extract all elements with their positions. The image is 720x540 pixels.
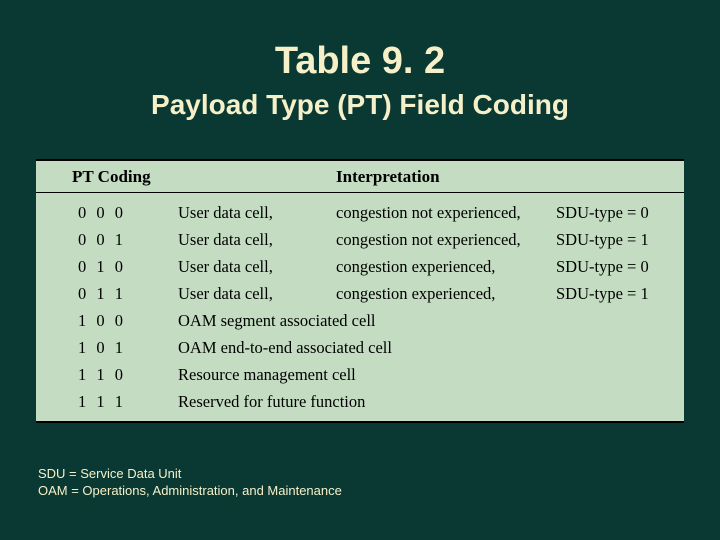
pt-coding-table: PT Coding Interpretation 0 0 0User data … <box>36 159 684 423</box>
cell-code: 1 0 0 <box>36 311 166 331</box>
footnote-sdu: SDU = Service Data Unit <box>38 465 342 483</box>
table-row: 1 1 1Reserved for future function <box>36 388 684 415</box>
cell-type: User data cell, <box>166 230 336 250</box>
cell-type: User data cell, <box>166 257 336 277</box>
footnote-oam: OAM = Operations, Administration, and Ma… <box>38 482 342 500</box>
cell-code: 1 1 1 <box>36 392 166 412</box>
table-header-row: PT Coding Interpretation <box>36 161 684 193</box>
cell-code: 0 0 1 <box>36 230 166 250</box>
cell-type: Reserved for future function <box>166 392 684 412</box>
table-title: Payload Type (PT) Field Coding <box>0 89 720 121</box>
cell-type: OAM segment associated cell <box>166 311 684 331</box>
table-number: Table 9. 2 <box>0 40 720 83</box>
cell-code: 0 1 1 <box>36 284 166 304</box>
cell-sdu: SDU-type = 1 <box>556 230 684 250</box>
table-body: 0 0 0User data cell,congestion not exper… <box>36 193 684 421</box>
cell-type: User data cell, <box>166 284 336 304</box>
table-row: 0 1 0User data cell,congestion experienc… <box>36 253 684 280</box>
footnotes: SDU = Service Data Unit OAM = Operations… <box>38 465 342 500</box>
header-interpretation: Interpretation <box>166 167 440 187</box>
table-row: 1 1 0Resource management cell <box>36 361 684 388</box>
table-row: 0 1 1User data cell,congestion experienc… <box>36 280 684 307</box>
cell-type: Resource management cell <box>166 365 684 385</box>
cell-type: OAM end-to-end associated cell <box>166 338 684 358</box>
cell-sdu: SDU-type = 0 <box>556 257 684 277</box>
cell-code: 1 0 1 <box>36 338 166 358</box>
cell-interpretation: congestion experienced, <box>336 284 556 304</box>
table-row: 0 0 0User data cell,congestion not exper… <box>36 199 684 226</box>
cell-sdu: SDU-type = 0 <box>556 203 684 223</box>
cell-code: 0 1 0 <box>36 257 166 277</box>
cell-interpretation: congestion experienced, <box>336 257 556 277</box>
table-row: 0 0 1User data cell,congestion not exper… <box>36 226 684 253</box>
cell-type: User data cell, <box>166 203 336 223</box>
cell-interpretation: congestion not experienced, <box>336 230 556 250</box>
cell-sdu: SDU-type = 1 <box>556 284 684 304</box>
cell-code: 1 1 0 <box>36 365 166 385</box>
cell-code: 0 0 0 <box>36 203 166 223</box>
cell-interpretation: congestion not experienced, <box>336 203 556 223</box>
header-pt-coding: PT Coding <box>36 167 166 187</box>
table-row: 1 0 0OAM segment associated cell <box>36 307 684 334</box>
table-row: 1 0 1OAM end-to-end associated cell <box>36 334 684 361</box>
